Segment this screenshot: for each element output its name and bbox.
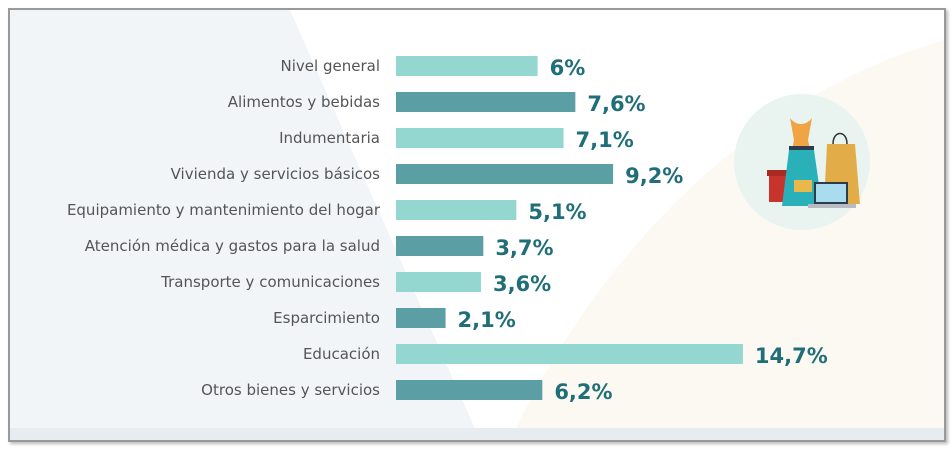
value-label: 6% [550,56,586,80]
value-label: 7,1% [576,128,634,152]
category-label: Alimentos y bebidas [228,93,380,111]
bar [396,236,484,256]
bar [396,308,446,328]
bar [396,128,564,148]
category-label: Vivienda y servicios básicos [171,165,381,183]
chart-frame: Nivel general 6% Alimentos y bebidas 7,6% In… [8,8,946,442]
bar [396,380,543,400]
category-label: Nivel general [281,57,380,75]
category-label: Transporte y comunicaciones [160,273,380,291]
bar [396,272,481,292]
value-label: 6,2% [554,380,612,404]
bar [396,200,517,220]
category-label: Atención médica y gastos para la salud [85,237,380,255]
bar [396,56,538,76]
category-label: Indumentaria [279,129,380,147]
category-label: Equipamiento y mantenimiento del hogar [67,201,381,219]
bar [396,344,743,364]
value-label: 7,6% [587,92,645,116]
bar-chart: Nivel general 6% Alimentos y bebidas 7,6% In… [67,56,828,404]
category-label: Otros bienes y servicios [201,381,380,399]
category-label: Esparcimiento [273,309,380,327]
category-label: Educación [303,345,380,363]
value-label: 3,7% [495,236,553,260]
bar [396,164,614,184]
value-label: 3,6% [493,272,551,296]
shopping-illustration-icon [734,94,870,230]
value-label: 9,2% [625,164,683,188]
bar [396,92,576,112]
value-label: 2,1% [458,308,516,332]
value-label: 14,7% [755,344,828,368]
value-label: 5,1% [528,200,586,224]
